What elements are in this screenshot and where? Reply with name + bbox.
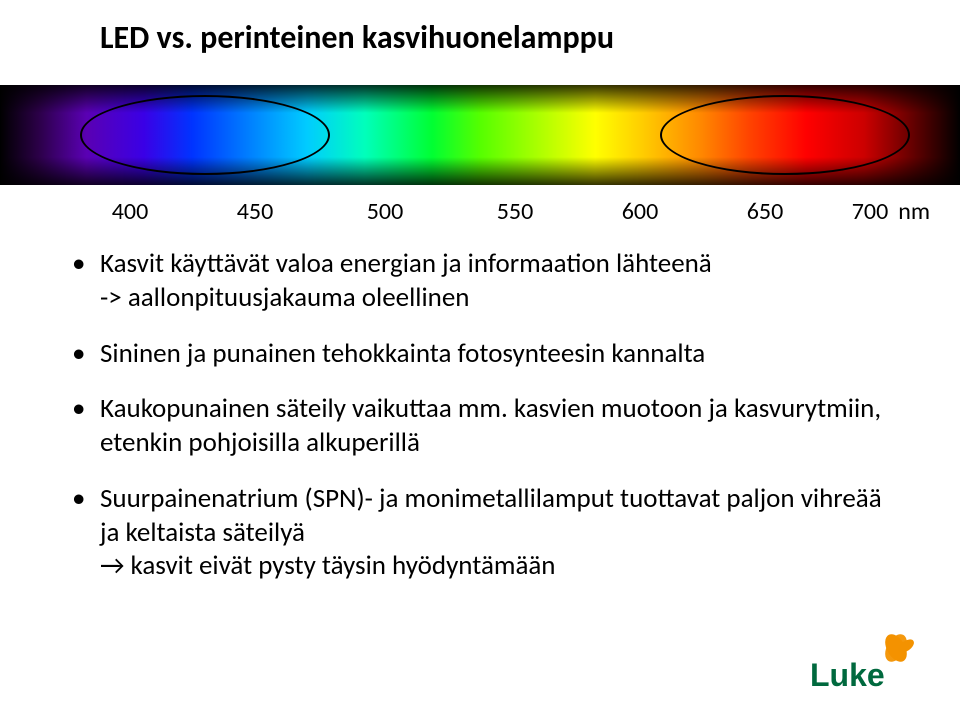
axis-tick: 450 [237, 197, 274, 226]
axis-tick: 400 [112, 197, 149, 226]
bullet-subtext: → kasvit eivät pysty täysin hyödyntämään [100, 549, 900, 583]
axis-tick: 650 [747, 197, 784, 226]
bullet-text: Sininen ja punainen tehokkainta fotosynt… [100, 337, 705, 370]
axis-tick: 600 [622, 197, 659, 226]
wavelength-axis: 400 450 500 550 600 650 700 nm [0, 193, 960, 233]
slide-title: LED vs. perinteinen kasvihuonelamppu [100, 18, 900, 57]
highlight-ellipse-red [660, 95, 910, 175]
bullet-subtext: -> aallonpituusjakauma oleellinen [100, 281, 900, 315]
bullet-item: Suurpainenatrium (SPN)- ja monimetallila… [100, 482, 900, 583]
spectrum-figure [0, 85, 960, 185]
luke-logo: Luke [810, 634, 930, 694]
spectrum-gradient [0, 85, 960, 185]
axis-tick: 500 [367, 197, 404, 226]
bullet-text: Kaukopunainen säteily vaikuttaa mm. kasv… [100, 392, 881, 459]
bullet-item: Kaukopunainen säteily vaikuttaa mm. kasv… [100, 392, 900, 460]
bullet-item: Sininen ja punainen tehokkainta fotosynt… [100, 337, 900, 371]
axis-tick: 550 [497, 197, 534, 226]
luke-logo-text: Luke [810, 657, 885, 693]
luke-logo-icon: Luke [810, 634, 930, 694]
bullet-text: Suurpainenatrium (SPN)- ja monimetallila… [100, 482, 882, 549]
bullet-text: Kasvit käyttävät valoa energian ja infor… [100, 247, 712, 280]
highlight-ellipse-blue [80, 95, 330, 175]
bullet-item: Kasvit käyttävät valoa energian ja infor… [100, 247, 900, 315]
bullet-list: Kasvit käyttävät valoa energian ja infor… [100, 247, 900, 583]
axis-unit: nm [898, 197, 930, 226]
axis-tick: 700 [852, 197, 889, 226]
